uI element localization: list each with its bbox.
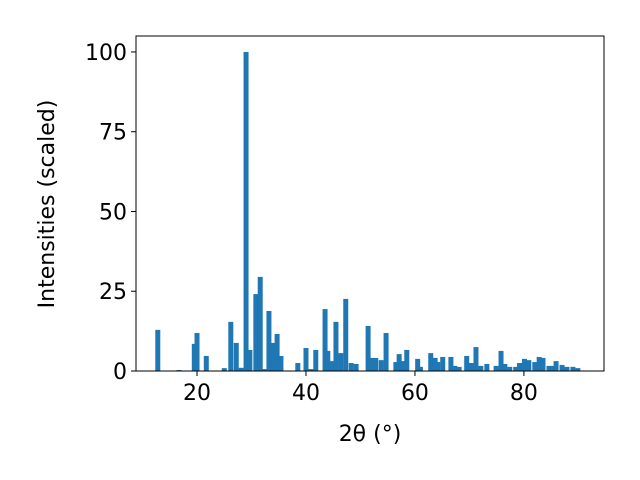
- bar: [417, 366, 423, 371]
- bar: [456, 366, 462, 371]
- bar: [203, 356, 209, 371]
- bar: [365, 326, 371, 371]
- bar: [322, 309, 328, 371]
- bar: [478, 365, 484, 371]
- bar: [247, 349, 253, 371]
- y-axis-label: Intensities (scaled): [35, 100, 60, 309]
- y-tick-label: 25: [99, 280, 127, 305]
- x-tick-label: 40: [292, 381, 320, 406]
- bar: [473, 347, 479, 371]
- bar: [155, 329, 161, 371]
- bar: [396, 354, 402, 371]
- bar: [393, 362, 399, 371]
- bar: [253, 294, 259, 371]
- bar: [435, 362, 441, 371]
- bar: [526, 360, 532, 371]
- bar: [532, 362, 538, 371]
- bar: [270, 342, 276, 371]
- bar: [540, 357, 546, 371]
- y-tick-label: 50: [99, 200, 127, 225]
- bar: [378, 360, 384, 371]
- x-tick-label: 80: [510, 381, 538, 406]
- bar: [546, 365, 552, 371]
- bar: [295, 363, 301, 371]
- bar: [194, 333, 200, 371]
- y-tick-label: 0: [113, 360, 127, 385]
- bar: [257, 276, 263, 371]
- bar: [383, 333, 389, 371]
- bar: [343, 298, 349, 371]
- bar: [238, 367, 244, 371]
- bar: [261, 369, 267, 371]
- bar: [513, 366, 519, 371]
- bar: [369, 357, 375, 371]
- bar: [400, 361, 406, 371]
- bar: [536, 356, 542, 371]
- bar: [191, 343, 197, 371]
- bar: [373, 357, 379, 371]
- bar: [303, 348, 309, 371]
- bar: [502, 363, 508, 371]
- bar: [353, 363, 359, 371]
- bar: [464, 356, 470, 371]
- bar: [428, 353, 434, 371]
- bar: [468, 363, 474, 371]
- bar: [221, 368, 227, 371]
- plot-frame: [135, 35, 605, 372]
- bar: [484, 363, 490, 371]
- bar: [415, 358, 421, 371]
- x-tick-label: 60: [401, 381, 429, 406]
- y-tick-label: 75: [99, 121, 127, 146]
- bar: [550, 365, 556, 371]
- bar: [452, 365, 458, 371]
- bar: [266, 311, 272, 371]
- bar: [348, 363, 354, 371]
- bar: [448, 356, 454, 371]
- bar: [521, 358, 527, 371]
- bar: [338, 353, 344, 371]
- bar: [570, 366, 576, 371]
- bar: [308, 369, 314, 371]
- bar: [553, 361, 559, 371]
- bar: [243, 51, 249, 371]
- bar: [228, 321, 234, 371]
- bar: [328, 361, 334, 371]
- bar: [575, 368, 581, 371]
- bar: [507, 366, 513, 371]
- x-axis-label: 2θ (°): [339, 422, 402, 447]
- bar: [325, 350, 331, 371]
- bar: [440, 356, 446, 371]
- bar: [517, 363, 523, 371]
- bar: [564, 366, 570, 371]
- bar: [233, 342, 239, 371]
- bar: [559, 364, 565, 371]
- bar: [432, 357, 438, 371]
- bar: [278, 356, 284, 371]
- bar: [313, 349, 319, 371]
- bar: [274, 333, 280, 371]
- bar: [404, 349, 410, 371]
- bar: [493, 365, 499, 371]
- bar: [498, 350, 504, 371]
- y-tick-label: 100: [85, 41, 127, 66]
- bar: [333, 321, 339, 371]
- x-tick-label: 20: [183, 381, 211, 406]
